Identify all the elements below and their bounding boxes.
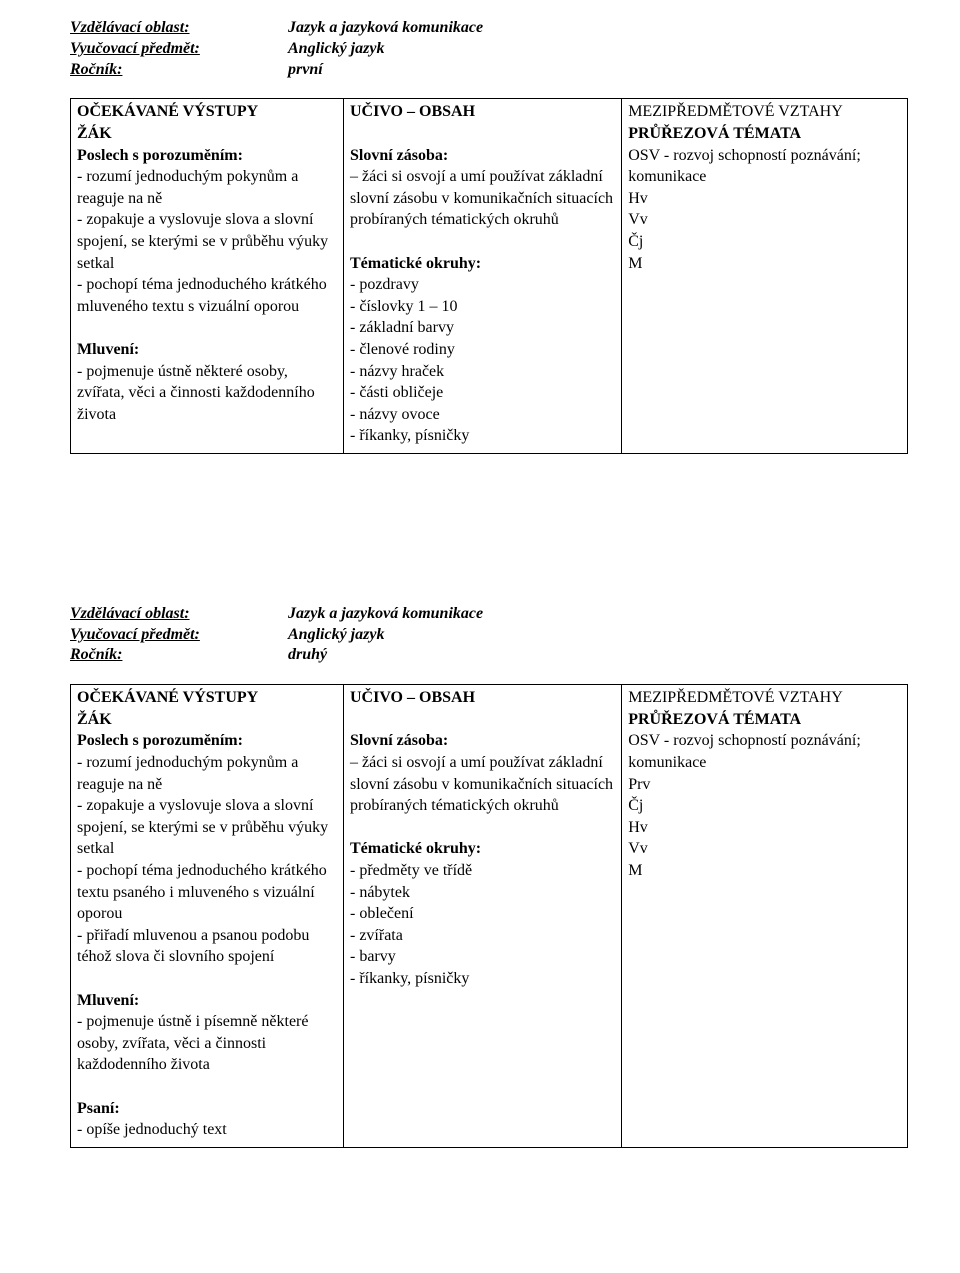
hdr-grade-value: druhý bbox=[288, 645, 327, 666]
hdr-area-value: Jazyk a jazyková komunikace bbox=[288, 18, 483, 39]
outcome-item: - zopakuje a vyslovuje slova a slovní sp… bbox=[77, 209, 337, 274]
col-heading: ŽÁK bbox=[77, 709, 337, 731]
col-heading: OČEKÁVANÉ VÝSTUPY bbox=[77, 101, 337, 123]
outcome-item: - pochopí téma jednoduchého krátkého mlu… bbox=[77, 274, 337, 317]
col-content: UČIVO – OBSAH Slovní zásoba: – žáci si o… bbox=[343, 99, 621, 454]
relation-item: M bbox=[628, 860, 901, 882]
col-outcomes: OČEKÁVANÉ VÝSTUPY ŽÁK Poslech s porozumě… bbox=[71, 99, 344, 454]
col-heading: ŽÁK bbox=[77, 123, 337, 145]
group-heading: Psaní: bbox=[77, 1098, 337, 1120]
group-heading: Poslech s porozuměním: bbox=[77, 730, 337, 752]
content-item: – žáci si osvojí a umí používat základní… bbox=[350, 752, 615, 817]
group-heading: Tématické okruhy: bbox=[350, 838, 615, 860]
content-item: - říkanky, písničky bbox=[350, 968, 615, 990]
content-item: - nábytek bbox=[350, 882, 615, 904]
hdr-area-label: Vzdělávací oblast: bbox=[70, 604, 288, 625]
group-heading: Poslech s porozuměním: bbox=[77, 145, 337, 167]
syllabus-table-2: OČEKÁVANÉ VÝSTUPY ŽÁK Poslech s porozumě… bbox=[70, 684, 908, 1147]
outcome-item: - pochopí téma jednoduchého krátkého tex… bbox=[77, 860, 337, 925]
content-item: - předměty ve třídě bbox=[350, 860, 615, 882]
col-relations: MEZIPŘEDMĚTOVÉ VZTAHY PRŮŘEZOVÁ TÉMATA O… bbox=[622, 99, 908, 454]
content-item: - oblečení bbox=[350, 903, 615, 925]
relation-item: OSV - rozvoj schopností poznávání; komun… bbox=[628, 730, 901, 773]
relation-item: Prv bbox=[628, 774, 901, 796]
spacer bbox=[70, 454, 900, 604]
relation-item: Hv bbox=[628, 817, 901, 839]
relation-item: Vv bbox=[628, 209, 901, 231]
content-item: - barvy bbox=[350, 946, 615, 968]
col-heading: MEZIPŘEDMĚTOVÉ VZTAHY bbox=[628, 687, 901, 709]
relation-item: M bbox=[628, 253, 901, 275]
relation-item: Hv bbox=[628, 188, 901, 210]
content-item: - základní barvy bbox=[350, 317, 615, 339]
spacer bbox=[70, 80, 900, 98]
relation-item: Čj bbox=[628, 231, 901, 253]
hdr-row-subject: Vyučovací předmět: Anglický jazyk bbox=[70, 39, 900, 60]
outcome-item: - pojmenuje ústně i písemně některé osob… bbox=[77, 1011, 337, 1076]
outcome-item: - rozumí jednoduchým pokynům a reaguje n… bbox=[77, 752, 337, 795]
hdr-row-grade: Ročník: první bbox=[70, 60, 900, 81]
hdr-row-subject: Vyučovací předmět: Anglický jazyk bbox=[70, 625, 900, 646]
relation-item: Vv bbox=[628, 838, 901, 860]
group-heading: Mluvení: bbox=[77, 990, 337, 1012]
hdr-subject-label: Vyučovací předmět: bbox=[70, 625, 288, 646]
group-heading: Mluvení: bbox=[77, 339, 337, 361]
page: Vzdělávací oblast: Jazyk a jazyková komu… bbox=[0, 0, 960, 1273]
col-heading: UČIVO – OBSAH bbox=[350, 101, 615, 123]
outcome-item: - opíše jednoduchý text bbox=[77, 1119, 337, 1141]
outcome-item: - zopakuje a vyslovuje slova a slovní sp… bbox=[77, 795, 337, 860]
content-item: - názvy ovoce bbox=[350, 404, 615, 426]
spacer bbox=[70, 666, 900, 684]
hdr-area-value: Jazyk a jazyková komunikace bbox=[288, 604, 483, 625]
relation-item: OSV - rozvoj schopností poznávání; komun… bbox=[628, 145, 901, 188]
syllabus-table-1: OČEKÁVANÉ VÝSTUPY ŽÁK Poslech s porozumě… bbox=[70, 98, 908, 454]
col-heading: MEZIPŘEDMĚTOVÉ VZTAHY bbox=[628, 101, 901, 123]
hdr-subject-value: Anglický jazyk bbox=[288, 625, 384, 646]
outcome-item: - rozumí jednoduchým pokynům a reaguje n… bbox=[77, 166, 337, 209]
group-heading: Slovní zásoba: bbox=[350, 145, 615, 167]
content-item: - části obličeje bbox=[350, 382, 615, 404]
hdr-row-grade: Ročník: druhý bbox=[70, 645, 900, 666]
hdr-row-area: Vzdělávací oblast: Jazyk a jazyková komu… bbox=[70, 604, 900, 625]
col-relations: MEZIPŘEDMĚTOVÉ VZTAHY PRŮŘEZOVÁ TÉMATA O… bbox=[622, 685, 908, 1147]
content-item: - názvy hraček bbox=[350, 361, 615, 383]
group-heading: Tématické okruhy: bbox=[350, 253, 615, 275]
hdr-row-area: Vzdělávací oblast: Jazyk a jazyková komu… bbox=[70, 18, 900, 39]
section-2-header: Vzdělávací oblast: Jazyk a jazyková komu… bbox=[70, 604, 900, 666]
hdr-subject-value: Anglický jazyk bbox=[288, 39, 384, 60]
col-heading: OČEKÁVANÉ VÝSTUPY bbox=[77, 687, 337, 709]
table-row: OČEKÁVANÉ VÝSTUPY ŽÁK Poslech s porozumě… bbox=[71, 685, 908, 1147]
col-heading: PRŮŘEZOVÁ TÉMATA bbox=[628, 123, 901, 145]
hdr-grade-label: Ročník: bbox=[70, 60, 288, 81]
col-content: UČIVO – OBSAH Slovní zásoba: – žáci si o… bbox=[343, 685, 621, 1147]
content-item: – žáci si osvojí a umí používat základní… bbox=[350, 166, 615, 231]
content-item: - číslovky 1 – 10 bbox=[350, 296, 615, 318]
outcome-item: - přiřadí mluvenou a psanou podobu téhož… bbox=[77, 925, 337, 968]
outcome-item: - pojmenuje ústně některé osoby, zvířata… bbox=[77, 361, 337, 426]
col-heading: PRŮŘEZOVÁ TÉMATA bbox=[628, 709, 901, 731]
hdr-subject-label: Vyučovací předmět: bbox=[70, 39, 288, 60]
hdr-grade-value: první bbox=[288, 60, 323, 81]
content-item: - zvířata bbox=[350, 925, 615, 947]
group-heading: Slovní zásoba: bbox=[350, 730, 615, 752]
col-heading: UČIVO – OBSAH bbox=[350, 687, 615, 709]
hdr-grade-label: Ročník: bbox=[70, 645, 288, 666]
content-item: - členové rodiny bbox=[350, 339, 615, 361]
hdr-area-label: Vzdělávací oblast: bbox=[70, 18, 288, 39]
col-outcomes: OČEKÁVANÉ VÝSTUPY ŽÁK Poslech s porozumě… bbox=[71, 685, 344, 1147]
content-item: - říkanky, písničky bbox=[350, 425, 615, 447]
section-1-header: Vzdělávací oblast: Jazyk a jazyková komu… bbox=[70, 18, 900, 80]
relation-item: Čj bbox=[628, 795, 901, 817]
content-item: - pozdravy bbox=[350, 274, 615, 296]
table-row: OČEKÁVANÉ VÝSTUPY ŽÁK Poslech s porozumě… bbox=[71, 99, 908, 454]
